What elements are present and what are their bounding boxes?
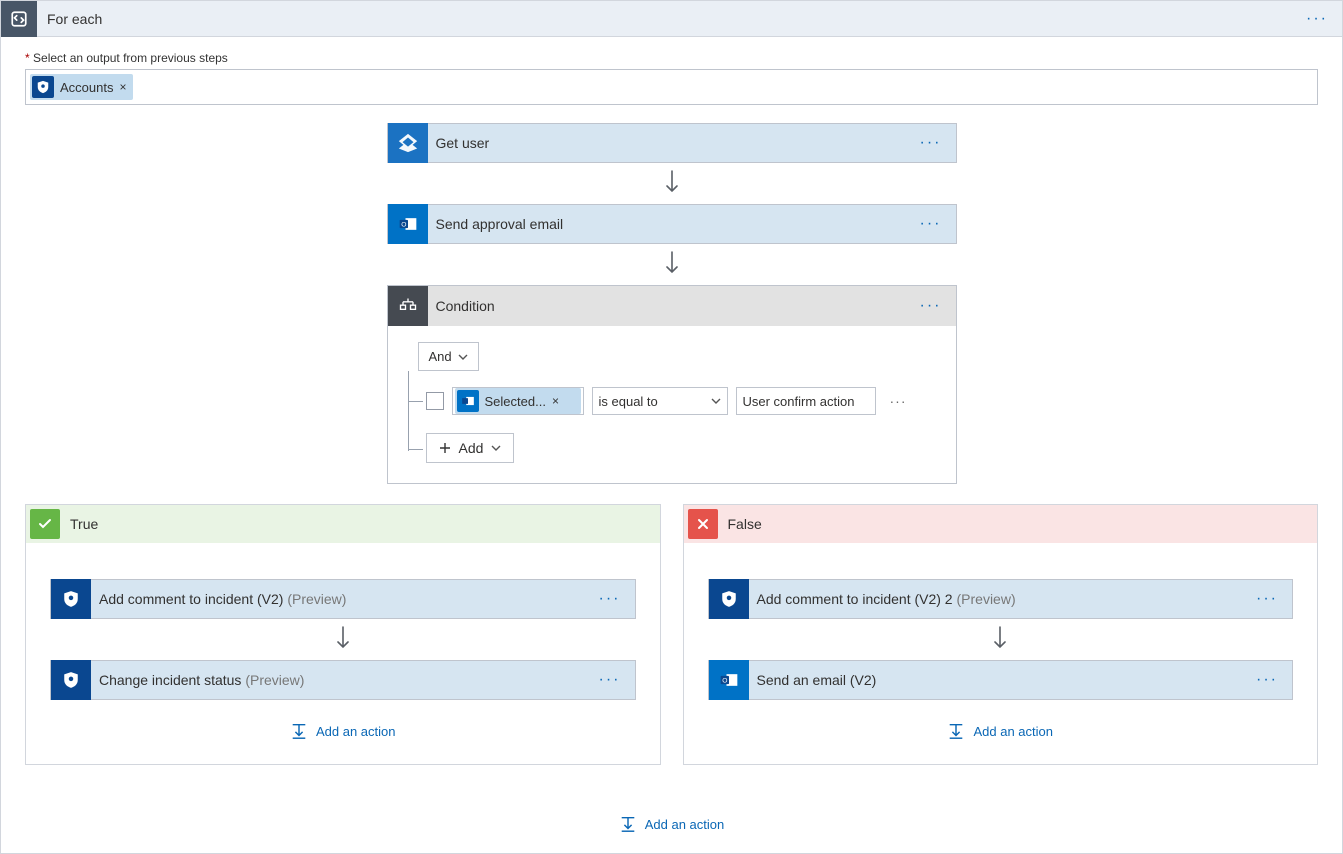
selected-token[interactable]: Selected... × bbox=[455, 388, 581, 414]
loop-icon bbox=[1, 1, 37, 37]
row-menu-button[interactable]: ··· bbox=[884, 393, 913, 409]
foreach-header[interactable]: For each ··· bbox=[1, 1, 1342, 37]
add-comment-card[interactable]: Add comment to incident (V2) (Preview) ·… bbox=[50, 579, 636, 619]
change-status-card[interactable]: Change incident status (Preview) ··· bbox=[50, 660, 636, 700]
add-label: Add bbox=[459, 440, 484, 456]
false-label: False bbox=[718, 516, 762, 532]
card-menu-button[interactable]: ··· bbox=[585, 590, 635, 608]
card-title: Add comment to incident (V2) 2 (Preview) bbox=[749, 591, 1243, 607]
foreach-title: For each bbox=[37, 11, 1292, 27]
add-condition-button[interactable]: Add bbox=[426, 433, 515, 463]
add-action-label: Add an action bbox=[973, 724, 1053, 739]
value-text: User confirm action bbox=[743, 394, 855, 409]
arrow-icon bbox=[663, 244, 681, 285]
chevron-down-icon bbox=[711, 396, 721, 406]
outlook-icon: O bbox=[388, 204, 428, 244]
foreach-container: For each ··· * Select an output from pre… bbox=[0, 0, 1343, 854]
condition-card: Condition ··· And bbox=[387, 285, 957, 484]
operator-label: is equal to bbox=[599, 394, 658, 409]
branches: True Add comment to incident (V2) (Previ… bbox=[25, 504, 1318, 765]
token-remove-icon[interactable]: × bbox=[119, 80, 126, 94]
sentinel-icon bbox=[51, 660, 91, 700]
get-user-card[interactable]: Get user ··· bbox=[387, 123, 957, 163]
true-header: True bbox=[26, 505, 660, 543]
add-action-button[interactable]: Add an action bbox=[619, 815, 725, 833]
bottom-add-action-row: Add an action bbox=[25, 793, 1318, 833]
card-title: Send an email (V2) bbox=[749, 672, 1243, 688]
foreach-menu-button[interactable]: ··· bbox=[1292, 10, 1342, 28]
send-approval-menu-button[interactable]: ··· bbox=[906, 215, 956, 233]
token-label: Selected... bbox=[485, 394, 546, 409]
send-approval-card[interactable]: O Send approval email ··· bbox=[387, 204, 957, 244]
send-email-card[interactable]: O Send an email (V2) ··· bbox=[708, 660, 1294, 700]
sentinel-icon bbox=[709, 579, 749, 619]
flow-steps: Get user ··· O Send approval email ··· bbox=[25, 123, 1318, 484]
card-menu-button[interactable]: ··· bbox=[585, 671, 635, 689]
add-action-button[interactable]: Add an action bbox=[947, 722, 1053, 740]
token-label: Accounts bbox=[60, 80, 113, 95]
foreach-body: * Select an output from previous steps A… bbox=[1, 37, 1342, 853]
condition-body: And Selected... bbox=[388, 326, 956, 483]
true-branch: True Add comment to incident (V2) (Previ… bbox=[25, 504, 661, 765]
add-action-icon bbox=[947, 722, 965, 740]
add-comment-2-card[interactable]: Add comment to incident (V2) 2 (Preview)… bbox=[708, 579, 1294, 619]
card-menu-button[interactable]: ··· bbox=[1242, 590, 1292, 608]
svg-text:O: O bbox=[722, 678, 727, 685]
condition-menu-button[interactable]: ··· bbox=[906, 297, 956, 315]
plus-icon bbox=[439, 442, 451, 454]
card-title: Change incident status (Preview) bbox=[91, 672, 585, 688]
add-action-icon bbox=[290, 722, 308, 740]
true-body: Add comment to incident (V2) (Preview) ·… bbox=[26, 543, 660, 764]
add-action-icon bbox=[619, 815, 637, 833]
sentinel-icon bbox=[51, 579, 91, 619]
false-header: False bbox=[684, 505, 1318, 543]
sentinel-icon bbox=[32, 76, 54, 98]
add-action-label: Add an action bbox=[316, 724, 396, 739]
token-remove-icon[interactable]: × bbox=[552, 394, 559, 408]
check-icon bbox=[30, 509, 60, 539]
get-user-title: Get user bbox=[428, 135, 906, 151]
condition-left-input[interactable]: Selected... × bbox=[452, 387, 584, 415]
group-operator-label: And bbox=[429, 349, 452, 364]
group-operator-button[interactable]: And bbox=[418, 342, 479, 371]
accounts-token[interactable]: Accounts × bbox=[30, 74, 133, 100]
cross-icon bbox=[688, 509, 718, 539]
get-user-menu-button[interactable]: ··· bbox=[906, 134, 956, 152]
send-approval-title: Send approval email bbox=[428, 216, 906, 232]
operator-select[interactable]: is equal to bbox=[592, 387, 728, 415]
condition-icon bbox=[388, 286, 428, 326]
condition-right-input[interactable]: User confirm action bbox=[736, 387, 876, 415]
chevron-down-icon bbox=[491, 443, 501, 453]
false-body: Add comment to incident (V2) 2 (Preview)… bbox=[684, 543, 1318, 764]
condition-row: Selected... × is equal to User confirm a… bbox=[418, 387, 936, 415]
outlook-icon bbox=[457, 390, 479, 412]
output-label: * Select an output from previous steps bbox=[25, 51, 1318, 65]
svg-text:O: O bbox=[401, 222, 406, 229]
condition-title: Condition bbox=[428, 298, 906, 314]
false-branch: False Add comment to incident (V2) 2 (Pr… bbox=[683, 504, 1319, 765]
card-title: Add comment to incident (V2) (Preview) bbox=[91, 591, 585, 607]
add-action-button[interactable]: Add an action bbox=[290, 722, 396, 740]
chevron-down-icon bbox=[458, 352, 468, 362]
output-label-text: Select an output from previous steps bbox=[33, 51, 228, 65]
arrow-icon bbox=[663, 163, 681, 204]
aad-icon bbox=[388, 123, 428, 163]
output-input[interactable]: Accounts × bbox=[25, 69, 1318, 105]
arrow-icon bbox=[334, 619, 352, 660]
arrow-icon bbox=[991, 619, 1009, 660]
outlook-icon: O bbox=[709, 660, 749, 700]
condition-header[interactable]: Condition ··· bbox=[388, 286, 956, 326]
row-checkbox[interactable] bbox=[426, 392, 444, 410]
card-menu-button[interactable]: ··· bbox=[1242, 671, 1292, 689]
true-label: True bbox=[60, 516, 98, 532]
add-action-label: Add an action bbox=[645, 817, 725, 832]
